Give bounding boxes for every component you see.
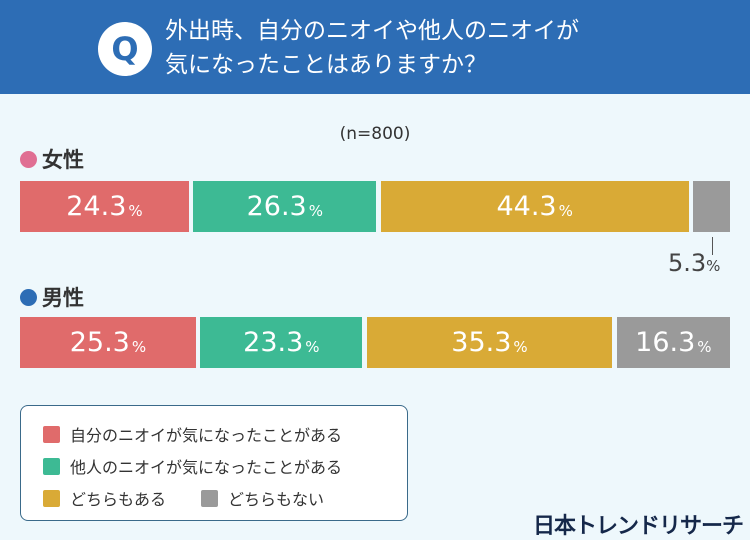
legend-item-self: 自分のニオイが気になったことがある bbox=[43, 422, 342, 446]
swatch-icon bbox=[43, 425, 60, 443]
legend-label: どちらもある bbox=[70, 490, 167, 509]
swatch-icon bbox=[43, 489, 60, 507]
header: Q 外出時、自分のニオイや他人のニオイが 気になったことはありますか？ bbox=[0, 0, 750, 94]
title-line-1: 外出時、自分のニオイや他人のニオイが bbox=[165, 18, 579, 44]
male-dot-icon bbox=[20, 289, 37, 306]
bar-segment: 24.3% bbox=[20, 181, 189, 232]
bar-segment: 44.3% bbox=[380, 181, 689, 232]
data-label: 44.3 bbox=[496, 191, 557, 222]
bar-segment: 16.3% bbox=[616, 317, 730, 368]
swatch-icon bbox=[43, 457, 60, 475]
female-dot-icon bbox=[20, 151, 37, 168]
data-label: 16.3 bbox=[635, 327, 696, 358]
legend: 自分のニオイが気になったことがある 他人のニオイが気になったことがある どちらも… bbox=[20, 405, 408, 521]
data-label: 5.3% bbox=[668, 249, 721, 277]
question-title: 外出時、自分のニオイや他人のニオイが 気になったことはありますか？ bbox=[165, 14, 579, 82]
bar-segment: 23.3% bbox=[200, 317, 363, 368]
data-label: 23.3 bbox=[243, 327, 304, 358]
q-badge: Q bbox=[98, 22, 152, 76]
legend-label: 自分のニオイが気になったことがある bbox=[70, 426, 343, 445]
swatch-icon bbox=[201, 489, 218, 507]
legend-label: どちらもない bbox=[228, 490, 325, 509]
sample-size: (n=800) bbox=[339, 124, 411, 144]
bar-segment: 25.3% bbox=[20, 317, 196, 368]
male-label: 男性 bbox=[42, 286, 84, 310]
bar-male: 25.3% 23.3% 35.3% 16.3% bbox=[20, 317, 730, 368]
group-label-female: 女性 bbox=[20, 144, 84, 174]
data-label: 25.3 bbox=[69, 327, 130, 358]
leader-line bbox=[711, 237, 713, 255]
female-label: 女性 bbox=[42, 148, 84, 172]
title-line-2: 気になったことはありますか？ bbox=[165, 52, 487, 78]
bar-segment: 26.3% bbox=[193, 181, 377, 232]
logo: 日本トレンドリサーチ bbox=[533, 514, 744, 539]
legend-item-other: 他人のニオイが気になったことがある bbox=[43, 454, 342, 478]
bar-female: 24.3% 26.3% 44.3% 5.3% bbox=[20, 181, 730, 277]
data-label: 24.3 bbox=[66, 191, 127, 222]
group-label-male: 男性 bbox=[20, 282, 84, 312]
bar-segment bbox=[693, 181, 730, 232]
data-label: 35.3 bbox=[451, 327, 512, 358]
bar-segment: 35.3% bbox=[366, 317, 613, 368]
data-label: 26.3 bbox=[246, 191, 307, 222]
legend-label: 他人のニオイが気になったことがある bbox=[70, 458, 343, 477]
legend-item-neither: どちらもない bbox=[201, 486, 324, 510]
legend-item-both: どちらもある bbox=[43, 486, 166, 510]
